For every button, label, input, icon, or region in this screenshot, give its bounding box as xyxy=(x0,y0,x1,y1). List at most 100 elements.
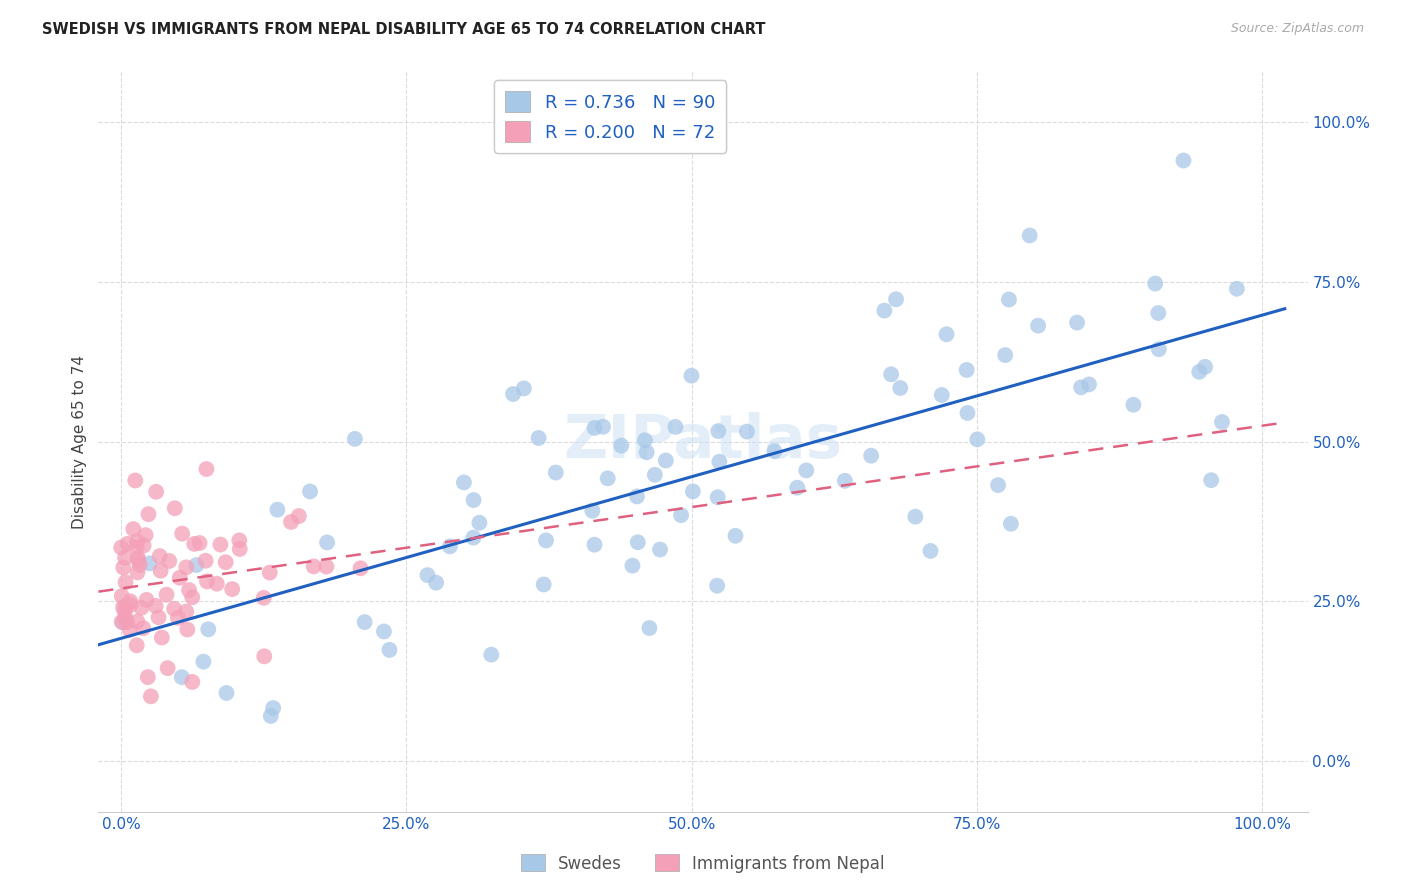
Point xyxy=(648,542,671,557)
Point xyxy=(120,594,142,608)
Y-axis label: Disability Age 65 to 74: Disability Age 65 to 74 xyxy=(72,354,87,529)
Point xyxy=(634,434,657,448)
Point xyxy=(935,327,957,342)
Point xyxy=(131,600,153,615)
Point xyxy=(135,528,157,542)
Point xyxy=(299,484,322,499)
Point xyxy=(145,484,167,499)
Legend: R = 0.736   N = 90, R = 0.200   N = 72: R = 0.736 N = 90, R = 0.200 N = 72 xyxy=(495,80,725,153)
Point xyxy=(139,690,162,704)
Point xyxy=(111,615,134,630)
Point xyxy=(117,537,139,551)
Point xyxy=(253,649,276,664)
Point xyxy=(966,433,988,447)
Point xyxy=(205,576,228,591)
Point xyxy=(534,533,557,548)
Point xyxy=(884,292,907,306)
Point xyxy=(1078,377,1101,392)
Point xyxy=(638,621,661,635)
Point xyxy=(763,444,786,458)
Point xyxy=(155,588,177,602)
Point xyxy=(214,555,236,569)
Point xyxy=(468,516,491,530)
Point xyxy=(956,406,979,420)
Point xyxy=(1173,153,1195,168)
Point xyxy=(163,602,186,616)
Point xyxy=(112,600,135,615)
Point xyxy=(724,529,747,543)
Point xyxy=(1147,306,1170,320)
Point xyxy=(1000,516,1022,531)
Point xyxy=(463,493,485,508)
Point xyxy=(172,526,194,541)
Point xyxy=(316,535,339,549)
Point xyxy=(533,577,555,591)
Point xyxy=(502,387,524,401)
Point xyxy=(416,568,439,582)
Point xyxy=(1194,359,1216,374)
Point xyxy=(288,509,311,524)
Point xyxy=(956,363,979,377)
Point xyxy=(122,522,145,536)
Point xyxy=(157,554,180,568)
Point xyxy=(163,501,186,516)
Point xyxy=(353,615,375,629)
Point xyxy=(127,553,149,567)
Point xyxy=(260,709,283,723)
Point xyxy=(215,686,238,700)
Point xyxy=(124,474,146,488)
Point xyxy=(148,610,170,624)
Point xyxy=(138,557,160,571)
Text: Source: ZipAtlas.com: Source: ZipAtlas.com xyxy=(1230,22,1364,36)
Point xyxy=(904,509,927,524)
Point xyxy=(834,474,856,488)
Point xyxy=(197,622,219,636)
Point xyxy=(1122,398,1144,412)
Point xyxy=(527,431,550,445)
Point xyxy=(138,507,160,521)
Point xyxy=(998,293,1021,307)
Point xyxy=(280,515,302,529)
Point xyxy=(1188,365,1211,379)
Point xyxy=(188,536,211,550)
Point xyxy=(1144,277,1167,291)
Point xyxy=(195,574,218,589)
Point xyxy=(253,591,276,605)
Point xyxy=(195,462,218,476)
Point xyxy=(682,484,704,499)
Point xyxy=(583,538,606,552)
Point xyxy=(513,381,536,395)
Point xyxy=(127,566,149,580)
Point xyxy=(1211,415,1233,429)
Point xyxy=(709,455,731,469)
Point xyxy=(181,591,204,605)
Point xyxy=(1070,380,1092,394)
Point xyxy=(880,368,903,382)
Point xyxy=(669,508,692,523)
Point xyxy=(125,638,148,652)
Point xyxy=(544,466,567,480)
Point xyxy=(735,425,758,439)
Point xyxy=(644,467,666,482)
Point xyxy=(221,582,243,596)
Point xyxy=(149,564,172,578)
Point xyxy=(186,558,208,572)
Point xyxy=(145,599,167,613)
Point xyxy=(453,475,475,490)
Point xyxy=(1026,318,1049,333)
Point xyxy=(266,502,288,516)
Point xyxy=(127,615,149,629)
Point xyxy=(479,648,502,662)
Point xyxy=(156,661,179,675)
Point xyxy=(228,533,250,548)
Point xyxy=(581,504,603,518)
Point xyxy=(209,538,232,552)
Point xyxy=(610,439,633,453)
Point xyxy=(425,575,447,590)
Point xyxy=(112,560,135,574)
Point xyxy=(127,550,149,565)
Point xyxy=(262,701,284,715)
Point xyxy=(786,481,808,495)
Point xyxy=(110,541,132,555)
Point xyxy=(439,540,461,554)
